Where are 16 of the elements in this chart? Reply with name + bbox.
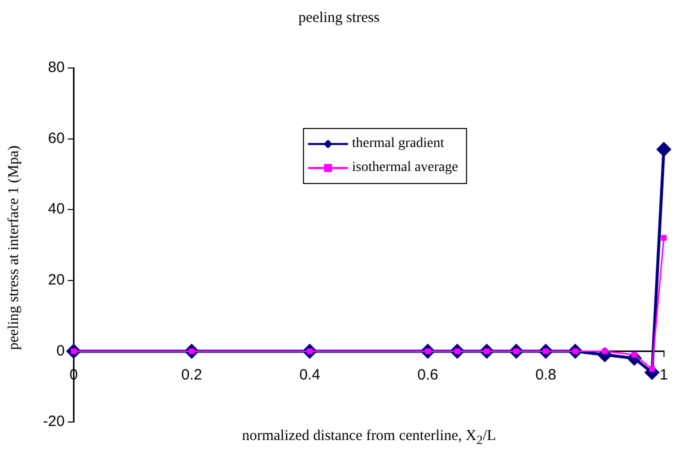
legend-label: isothermal average [352, 160, 458, 176]
x-tick-label: 0.2 [181, 366, 202, 384]
x-axis-title: normalized distance from centerline, X$_{2}$/L [242, 428, 496, 447]
legend-label: thermal gradient [352, 136, 444, 152]
x-tick-label: 0.4 [299, 366, 320, 384]
x-tick-label: 0.6 [417, 366, 438, 384]
y-tick-label: 20 [48, 272, 65, 289]
y-tick-label: -20 [42, 413, 65, 430]
y-tick-label: 0 [56, 342, 65, 360]
x-tick-label: 1 [660, 366, 668, 384]
y-tick-label: 80 [48, 59, 65, 76]
chart-title: peeling stress [297, 10, 381, 27]
y-tick-label: 60 [48, 130, 65, 147]
y-tick-label: 40 [48, 200, 65, 218]
x-tick-label: 0.8 [535, 366, 556, 384]
y-axis-title: peeling stress at interface 1 (Mpa) [6, 146, 23, 350]
